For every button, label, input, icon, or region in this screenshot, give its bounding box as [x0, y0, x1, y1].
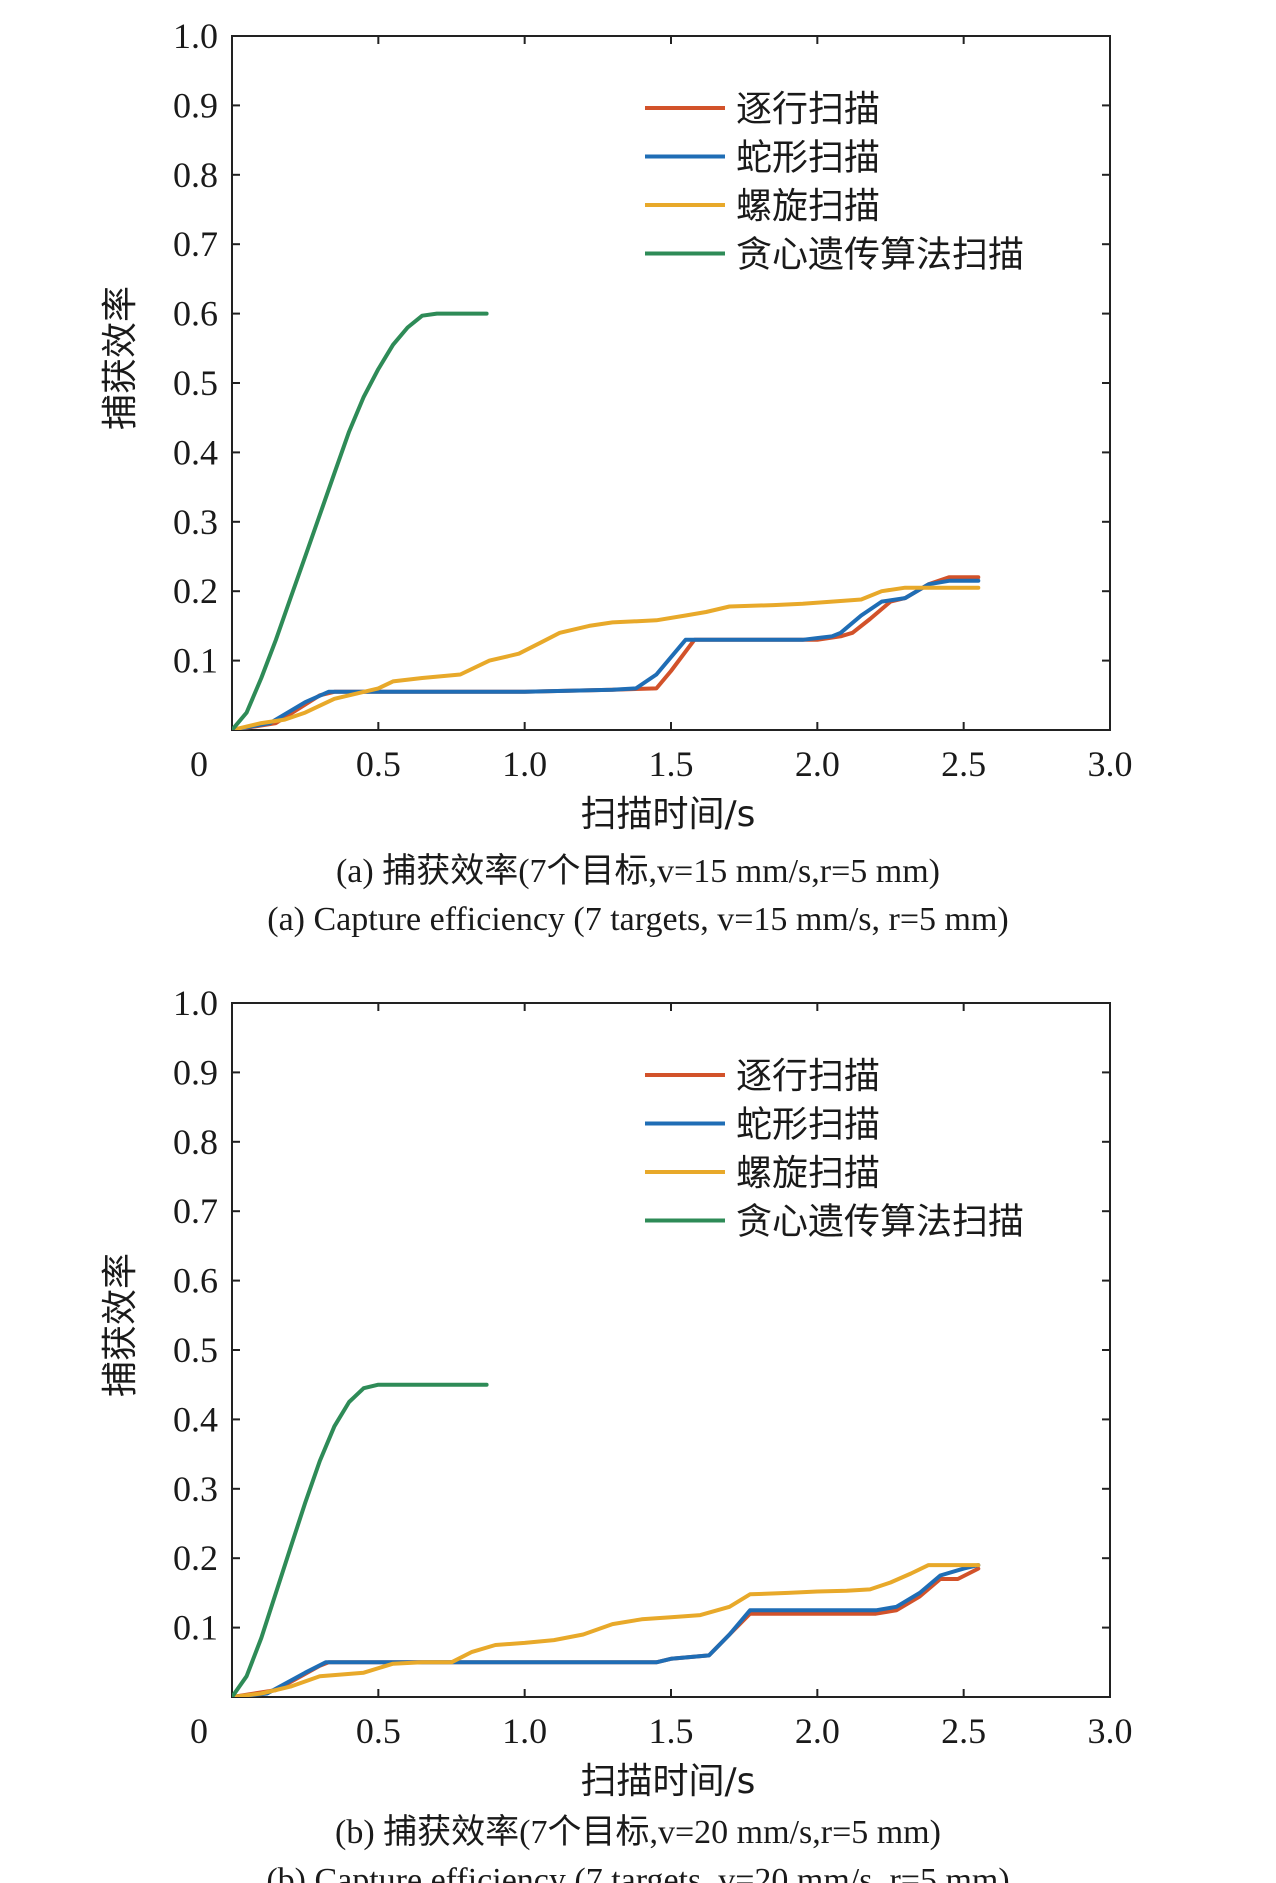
series-line-2	[232, 585, 981, 730]
y-tick-label: 0.2	[173, 571, 218, 611]
y-tick-label: 0.6	[173, 294, 218, 334]
y-tick-label: 0.6	[173, 1261, 218, 1301]
series-line-3	[232, 1382, 489, 1697]
y-tick-label: 0.1	[173, 641, 218, 681]
y-tick-label: 1.0	[173, 16, 218, 56]
y-tick-label: 0.4	[173, 432, 218, 472]
series-line-1	[232, 578, 981, 730]
x-tick-label: 1.0	[502, 1711, 547, 1751]
y-tick-label: 0.8	[173, 1122, 218, 1162]
y-tick-label: 0.4	[173, 1399, 218, 1439]
x-tick-label: 2.5	[941, 744, 986, 784]
y-tick-label: 0.8	[173, 155, 218, 195]
caption-cn: (a) 捕获效率(7个目标,v=15 mm/s,r=5 mm)	[336, 852, 940, 890]
x-axis-title: 扫描时间/s	[581, 1761, 756, 1802]
x-tick-label: 0.5	[356, 744, 401, 784]
x-axis-title: 扫描时间/s	[581, 794, 756, 835]
y-axis-title: 捕获效率	[100, 286, 141, 430]
x-tick-label: 2.5	[941, 1711, 986, 1751]
x-tick-label: 0.5	[356, 1711, 401, 1751]
legend-label-2: 螺旋扫描	[736, 1153, 880, 1194]
y-tick-label: 0.5	[173, 1330, 218, 1370]
y-tick-label: 0.7	[173, 1191, 218, 1231]
legend-label-3: 贪心遗传算法扫描	[736, 1202, 1024, 1243]
series-line-2	[232, 1563, 981, 1697]
legend-label-3: 贪心遗传算法扫描	[736, 235, 1024, 276]
x-tick-label: 3.0	[1088, 1711, 1133, 1751]
series-line-1	[232, 1563, 981, 1697]
x-tick-label: 2.0	[795, 1711, 840, 1751]
plot-frame	[231, 35, 1111, 731]
y-tick-label: 0.1	[173, 1608, 218, 1648]
plot-frame	[231, 1002, 1111, 1698]
x-tick-label: 2.0	[795, 744, 840, 784]
series-line-0	[232, 575, 981, 730]
y-tick-label: 0.3	[173, 502, 218, 542]
y-tick-label: 0.5	[173, 363, 218, 403]
chart-panel-b: 0 0.5 1.0 1.5 2.0 2.5 3.0 0.1 0.2 0.3 0.4 0.5 0.6 0.7…	[100, 983, 1133, 1883]
y-tick-label: 0.2	[173, 1538, 218, 1578]
x-tick-label: 1.5	[649, 744, 694, 784]
x-tick-label: 0	[190, 744, 208, 784]
series-group	[232, 1382, 981, 1697]
series-line-3	[232, 311, 489, 730]
caption-cn: (b) 捕获效率(7个目标,v=20 mm/s,r=5 mm)	[335, 1813, 941, 1851]
x-tick-label: 1.0	[502, 744, 547, 784]
caption-en: (b) Capture efficiency (7 targets, v=20 …	[266, 1862, 1009, 1883]
legend-label-0: 逐行扫描	[736, 1056, 880, 1097]
y-tick-label: 0.9	[173, 85, 218, 125]
x-tick-label: 3.0	[1088, 744, 1133, 784]
y-tick-label: 0.3	[173, 1469, 218, 1509]
legend-label-1: 蛇形扫描	[736, 138, 880, 179]
legend-label-2: 螺旋扫描	[736, 186, 880, 227]
chart-panel-a: 0 0.5 1.0 1.5 2.0 2.5 3.0 0.1 0.2 0.3 0.4 0.5 0.6 0.7…	[100, 16, 1133, 938]
caption-en: (a) Capture efficiency (7 targets, v=15 …	[267, 901, 1008, 938]
y-axis-title: 捕获效率	[100, 1253, 141, 1397]
y-tick-label: 1.0	[173, 983, 218, 1023]
series-group	[232, 311, 981, 730]
legend-label-1: 蛇形扫描	[736, 1105, 880, 1146]
x-tick-label: 0	[190, 1711, 208, 1751]
y-tick-label: 0.9	[173, 1052, 218, 1092]
x-tick-label: 1.5	[649, 1711, 694, 1751]
y-tick-label: 0.7	[173, 224, 218, 264]
legend-label-0: 逐行扫描	[736, 89, 880, 130]
